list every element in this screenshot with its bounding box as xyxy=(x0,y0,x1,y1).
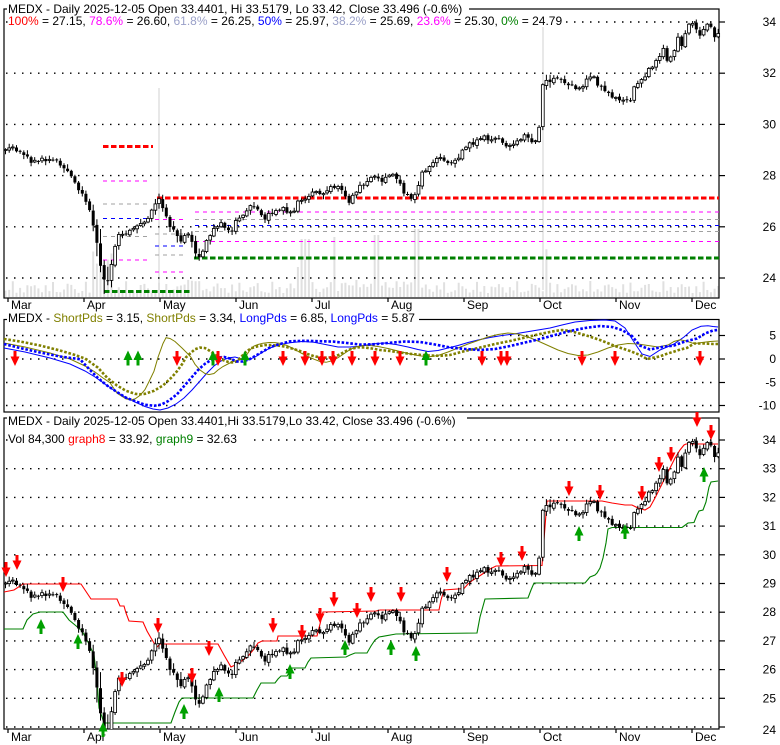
svg-text:28: 28 xyxy=(763,169,777,183)
svg-text:Oct: Oct xyxy=(543,730,562,744)
svg-text:Mar: Mar xyxy=(11,730,32,744)
svg-text:Nov: Nov xyxy=(619,298,640,312)
svg-text:May: May xyxy=(163,730,186,744)
svg-text:Apr: Apr xyxy=(87,730,106,744)
svg-text:31: 31 xyxy=(763,519,777,533)
svg-text:Aug: Aug xyxy=(391,730,412,744)
svg-text:Jun: Jun xyxy=(239,730,258,744)
svg-text:Dec: Dec xyxy=(695,298,716,312)
svg-text:Vol 84,300 graph8 = 33.92, gra: Vol 84,300 graph8 = 33.92, graph9 = 32.6… xyxy=(8,432,237,446)
svg-text:5: 5 xyxy=(769,329,776,343)
svg-text:32: 32 xyxy=(763,490,777,504)
svg-text:Aug: Aug xyxy=(391,298,412,312)
svg-text:Jul: Jul xyxy=(315,298,330,312)
svg-text:0: 0 xyxy=(769,352,776,366)
svg-text:29: 29 xyxy=(763,577,777,591)
svg-text:25: 25 xyxy=(763,691,777,705)
svg-text:26: 26 xyxy=(763,663,777,677)
svg-text:MEDX - ShortPds = 3.15, ShortP: MEDX - ShortPds = 3.15, ShortPds = 3.34,… xyxy=(8,311,415,325)
svg-text:Oct: Oct xyxy=(543,298,562,312)
svg-text:-5: -5 xyxy=(765,376,776,390)
svg-text:26: 26 xyxy=(763,220,777,234)
svg-text:34: 34 xyxy=(763,433,777,447)
svg-text:-10: -10 xyxy=(759,399,777,413)
svg-text:Nov: Nov xyxy=(619,730,640,744)
svg-text:MEDX - Daily 2025-12-05 Open 3: MEDX - Daily 2025-12-05 Open 33.4401,Hi … xyxy=(8,414,456,428)
svg-text:32: 32 xyxy=(763,66,777,80)
svg-text:Jun: Jun xyxy=(239,298,258,312)
svg-text:Dec: Dec xyxy=(695,730,716,744)
svg-text:27: 27 xyxy=(763,634,777,648)
svg-text:May: May xyxy=(163,298,186,312)
svg-text:Jul: Jul xyxy=(315,730,330,744)
svg-text:24: 24 xyxy=(763,271,777,285)
svg-text:30: 30 xyxy=(763,548,777,562)
svg-text:Mar: Mar xyxy=(11,298,32,312)
svg-text:24: 24 xyxy=(763,723,777,737)
svg-text:28: 28 xyxy=(763,605,777,619)
svg-text:Apr: Apr xyxy=(87,298,106,312)
svg-text:MEDX - Daily 2025-12-05 Open 3: MEDX - Daily 2025-12-05 Open 33.4401, Hi… xyxy=(8,2,462,16)
svg-text:30: 30 xyxy=(763,117,777,131)
svg-text:Sep: Sep xyxy=(467,730,489,744)
svg-text:34: 34 xyxy=(763,15,777,29)
svg-text:100% = 27.15, 78.6% = 26.60, 6: 100% = 27.15, 78.6% = 26.60, 61.8% = 26.… xyxy=(8,14,562,28)
svg-text:Sep: Sep xyxy=(467,298,489,312)
svg-text:33: 33 xyxy=(763,462,777,476)
